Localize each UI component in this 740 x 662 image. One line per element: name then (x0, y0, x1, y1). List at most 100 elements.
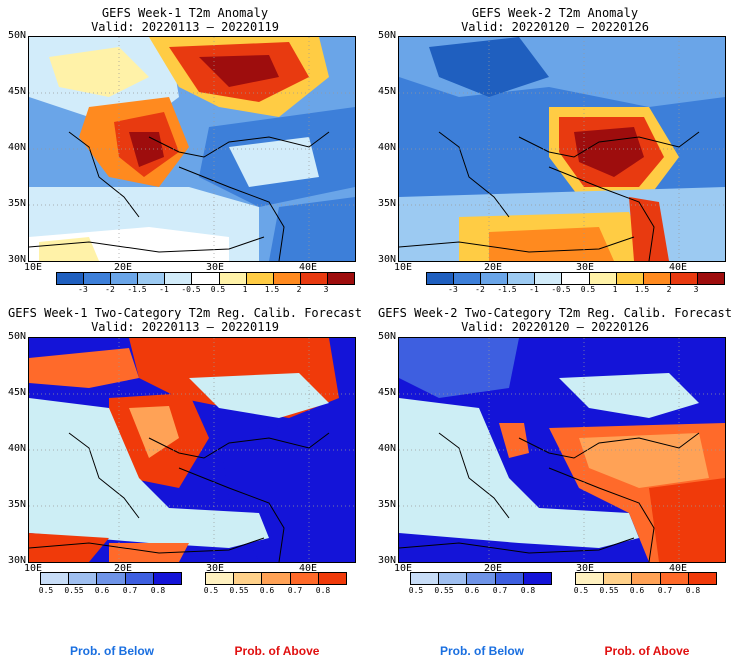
anomaly-swatch (327, 273, 355, 284)
anomaly-swatch (111, 273, 139, 284)
panel-2-title: GEFS Week-2 T2m Anomaly (471, 6, 639, 20)
probability-tick-label: 0.55 (599, 586, 619, 595)
below-swatch (495, 573, 524, 584)
probability-tick-label: 0.55 (64, 586, 84, 595)
lat-label-30n: 30N (7, 555, 26, 566)
above-swatch (234, 573, 263, 584)
week2-anomaly-field (399, 37, 725, 261)
anomaly-swatch (273, 273, 301, 284)
probability-tick-label: 0.8 (315, 586, 331, 595)
probability-tick-label: 0.7 (492, 586, 508, 595)
probability-tick-label: 0.7 (122, 586, 138, 595)
anomaly-swatch (454, 273, 482, 284)
anomaly-tick-label: 0.5 (580, 285, 596, 294)
prob-above-label-week1: Prob. of Above (234, 644, 320, 658)
probability-tick-label: 0.6 (94, 586, 110, 595)
panel-4-valid: Valid: 20220120 – 20220126 (461, 320, 649, 334)
above-swatch (576, 573, 605, 584)
lat-label-50n: 50N (377, 331, 396, 342)
anomaly-swatch (643, 273, 671, 284)
probability-tick-label: 0.8 (520, 586, 536, 595)
above-swatch (604, 573, 633, 584)
lon-label-30e: 30E (575, 262, 595, 273)
anomaly-colorbar-week2 (426, 272, 725, 285)
probability-tick-label: 0.5 (573, 586, 589, 595)
anomaly-tick-label: 0.5 (210, 285, 226, 294)
lon-label-10e: 10E (393, 563, 413, 574)
anomaly-swatch (138, 273, 166, 284)
lon-label-30e: 30E (575, 563, 595, 574)
probability-tick-label: 0.5 (408, 586, 424, 595)
lat-label-45n: 45N (377, 387, 396, 398)
below-swatch (69, 573, 98, 584)
panel-4-title: GEFS Week-2 Two-Category T2m Reg. Calib.… (377, 306, 732, 320)
above-swatch (632, 573, 661, 584)
anomaly-swatch (57, 273, 85, 284)
probability-tick-label: 0.5 (38, 586, 54, 595)
below-swatch (523, 573, 552, 584)
lat-label-35n: 35N (7, 198, 26, 209)
anomaly-swatch (165, 273, 193, 284)
probability-tick-label: 0.6 (259, 586, 275, 595)
above-swatch (660, 573, 689, 584)
anomaly-swatch (697, 273, 725, 284)
probability-tick-label: 0.8 (150, 586, 166, 595)
anomaly-swatch (616, 273, 644, 284)
lat-label-35n: 35N (377, 198, 396, 209)
lon-label-10e: 10E (393, 262, 413, 273)
week1-anomaly-map (28, 36, 356, 262)
anomaly-swatch (508, 273, 536, 284)
probability-tick-label: 0.5 (203, 586, 219, 595)
anomaly-swatch (562, 273, 590, 284)
anomaly-swatch (481, 273, 509, 284)
anomaly-swatch (300, 273, 328, 284)
anomaly-tick-label: 3 (323, 285, 329, 294)
anomaly-tick-label: -3 (78, 285, 88, 294)
probability-tick-label: 0.6 (629, 586, 645, 595)
anomaly-tick-label: 1.5 (634, 285, 650, 294)
anomaly-swatch (84, 273, 112, 284)
panel-1-valid: Valid: 20220113 – 20220119 (91, 20, 279, 34)
lon-label-20e: 20E (113, 262, 133, 273)
above-swatch (318, 573, 347, 584)
lat-label-45n: 45N (7, 86, 26, 97)
anomaly-tick-label: -3 (448, 285, 458, 294)
anomaly-colorbar-week1 (56, 272, 355, 285)
anomaly-tick-label: -1 (529, 285, 539, 294)
anomaly-tick-label: -0.5 (551, 285, 571, 294)
lat-label-40n: 40N (7, 142, 26, 153)
lat-label-50n: 50N (377, 30, 396, 41)
prob-above-label-week2: Prob. of Above (604, 644, 690, 658)
below-swatch (439, 573, 468, 584)
lat-label-45n: 45N (7, 387, 26, 398)
anomaly-tick-label: 1 (612, 285, 618, 294)
lon-label-40e: 40E (298, 262, 318, 273)
probability-tick-label: 0.6 (464, 586, 480, 595)
below-colorbar-week2 (410, 572, 552, 585)
probability-tick-label: 0.7 (657, 586, 673, 595)
panel-2-valid: Valid: 20220120 – 20220126 (461, 20, 649, 34)
prob-below-label-week1: Prob. of Below (70, 644, 154, 658)
above-colorbar-week1 (205, 572, 347, 585)
above-colorbar-week2 (575, 572, 717, 585)
anomaly-tick-label: -1 (159, 285, 169, 294)
lat-label-40n: 40N (377, 443, 396, 454)
anomaly-tick-label: -1.5 (497, 285, 517, 294)
anomaly-tick-label: -1.5 (127, 285, 147, 294)
lon-label-10e: 10E (23, 262, 43, 273)
lat-label-35n: 35N (7, 499, 26, 510)
week1-anomaly-field (29, 37, 355, 261)
anomaly-tick-label: 2 (666, 285, 672, 294)
below-swatch (97, 573, 126, 584)
anomaly-tick-label: 3 (693, 285, 699, 294)
week1-probability-field (29, 338, 355, 562)
below-swatch (467, 573, 496, 584)
week2-probability-map (398, 337, 726, 563)
above-swatch (290, 573, 319, 584)
above-swatch (206, 573, 235, 584)
lon-label-20e: 20E (483, 563, 503, 574)
below-swatch (41, 573, 70, 584)
above-swatch (688, 573, 717, 584)
lat-label-40n: 40N (377, 142, 396, 153)
